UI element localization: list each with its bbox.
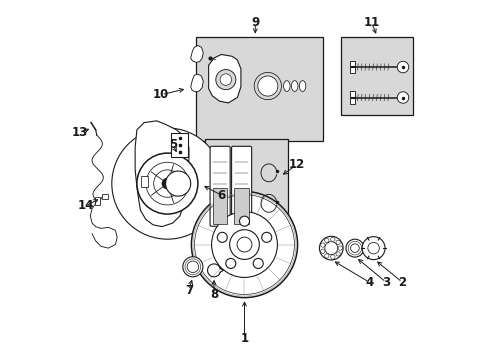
Circle shape [112, 128, 223, 239]
Bar [212, 188, 227, 224]
Circle shape [324, 238, 328, 243]
Circle shape [362, 237, 384, 260]
Text: 12: 12 [288, 158, 304, 171]
Circle shape [320, 249, 325, 253]
Text: 6: 6 [217, 189, 225, 202]
Circle shape [137, 153, 198, 214]
Circle shape [183, 257, 203, 277]
Circle shape [165, 171, 190, 196]
Circle shape [229, 230, 259, 260]
Text: 9: 9 [251, 17, 259, 30]
Circle shape [396, 92, 408, 103]
Circle shape [153, 170, 181, 197]
Text: 11: 11 [363, 17, 379, 30]
Circle shape [346, 239, 363, 257]
Circle shape [239, 216, 249, 226]
Circle shape [261, 232, 271, 242]
Text: 1: 1 [240, 332, 248, 345]
Circle shape [211, 212, 277, 278]
Circle shape [220, 74, 231, 85]
Circle shape [191, 192, 297, 298]
Circle shape [330, 237, 334, 242]
Bar [349, 60, 355, 73]
Bar [349, 91, 355, 104]
Circle shape [162, 178, 173, 189]
Polygon shape [208, 54, 241, 103]
Circle shape [253, 258, 263, 269]
Text: 8: 8 [209, 288, 218, 301]
Polygon shape [135, 121, 188, 226]
Circle shape [237, 237, 251, 252]
Ellipse shape [291, 81, 297, 91]
Circle shape [225, 258, 235, 269]
FancyBboxPatch shape [231, 146, 251, 226]
Ellipse shape [299, 81, 305, 91]
Circle shape [337, 246, 342, 250]
Bar [234, 188, 248, 224]
FancyBboxPatch shape [210, 146, 230, 226]
Circle shape [320, 243, 325, 247]
Circle shape [254, 72, 281, 100]
Text: 2: 2 [397, 276, 406, 289]
Bar [196, 37, 323, 140]
Circle shape [324, 254, 328, 258]
Text: 3: 3 [381, 276, 389, 289]
Circle shape [396, 61, 408, 73]
Bar [140, 176, 147, 187]
Bar [341, 37, 412, 116]
Text: 5: 5 [168, 138, 177, 151]
Circle shape [330, 255, 334, 259]
Bar [102, 194, 108, 199]
Circle shape [257, 76, 277, 96]
Circle shape [335, 240, 340, 244]
Polygon shape [190, 74, 203, 92]
Ellipse shape [283, 81, 289, 91]
Circle shape [335, 252, 340, 256]
Bar [94, 197, 100, 205]
Circle shape [215, 69, 235, 90]
Bar [171, 134, 188, 157]
Text: 4: 4 [365, 276, 373, 289]
Circle shape [319, 236, 343, 260]
Bar [204, 139, 287, 230]
Polygon shape [190, 45, 203, 62]
Text: 14: 14 [78, 199, 94, 212]
Text: 10: 10 [153, 88, 169, 101]
Text: 13: 13 [71, 126, 87, 139]
Text: 7: 7 [184, 284, 193, 297]
Circle shape [217, 232, 227, 242]
